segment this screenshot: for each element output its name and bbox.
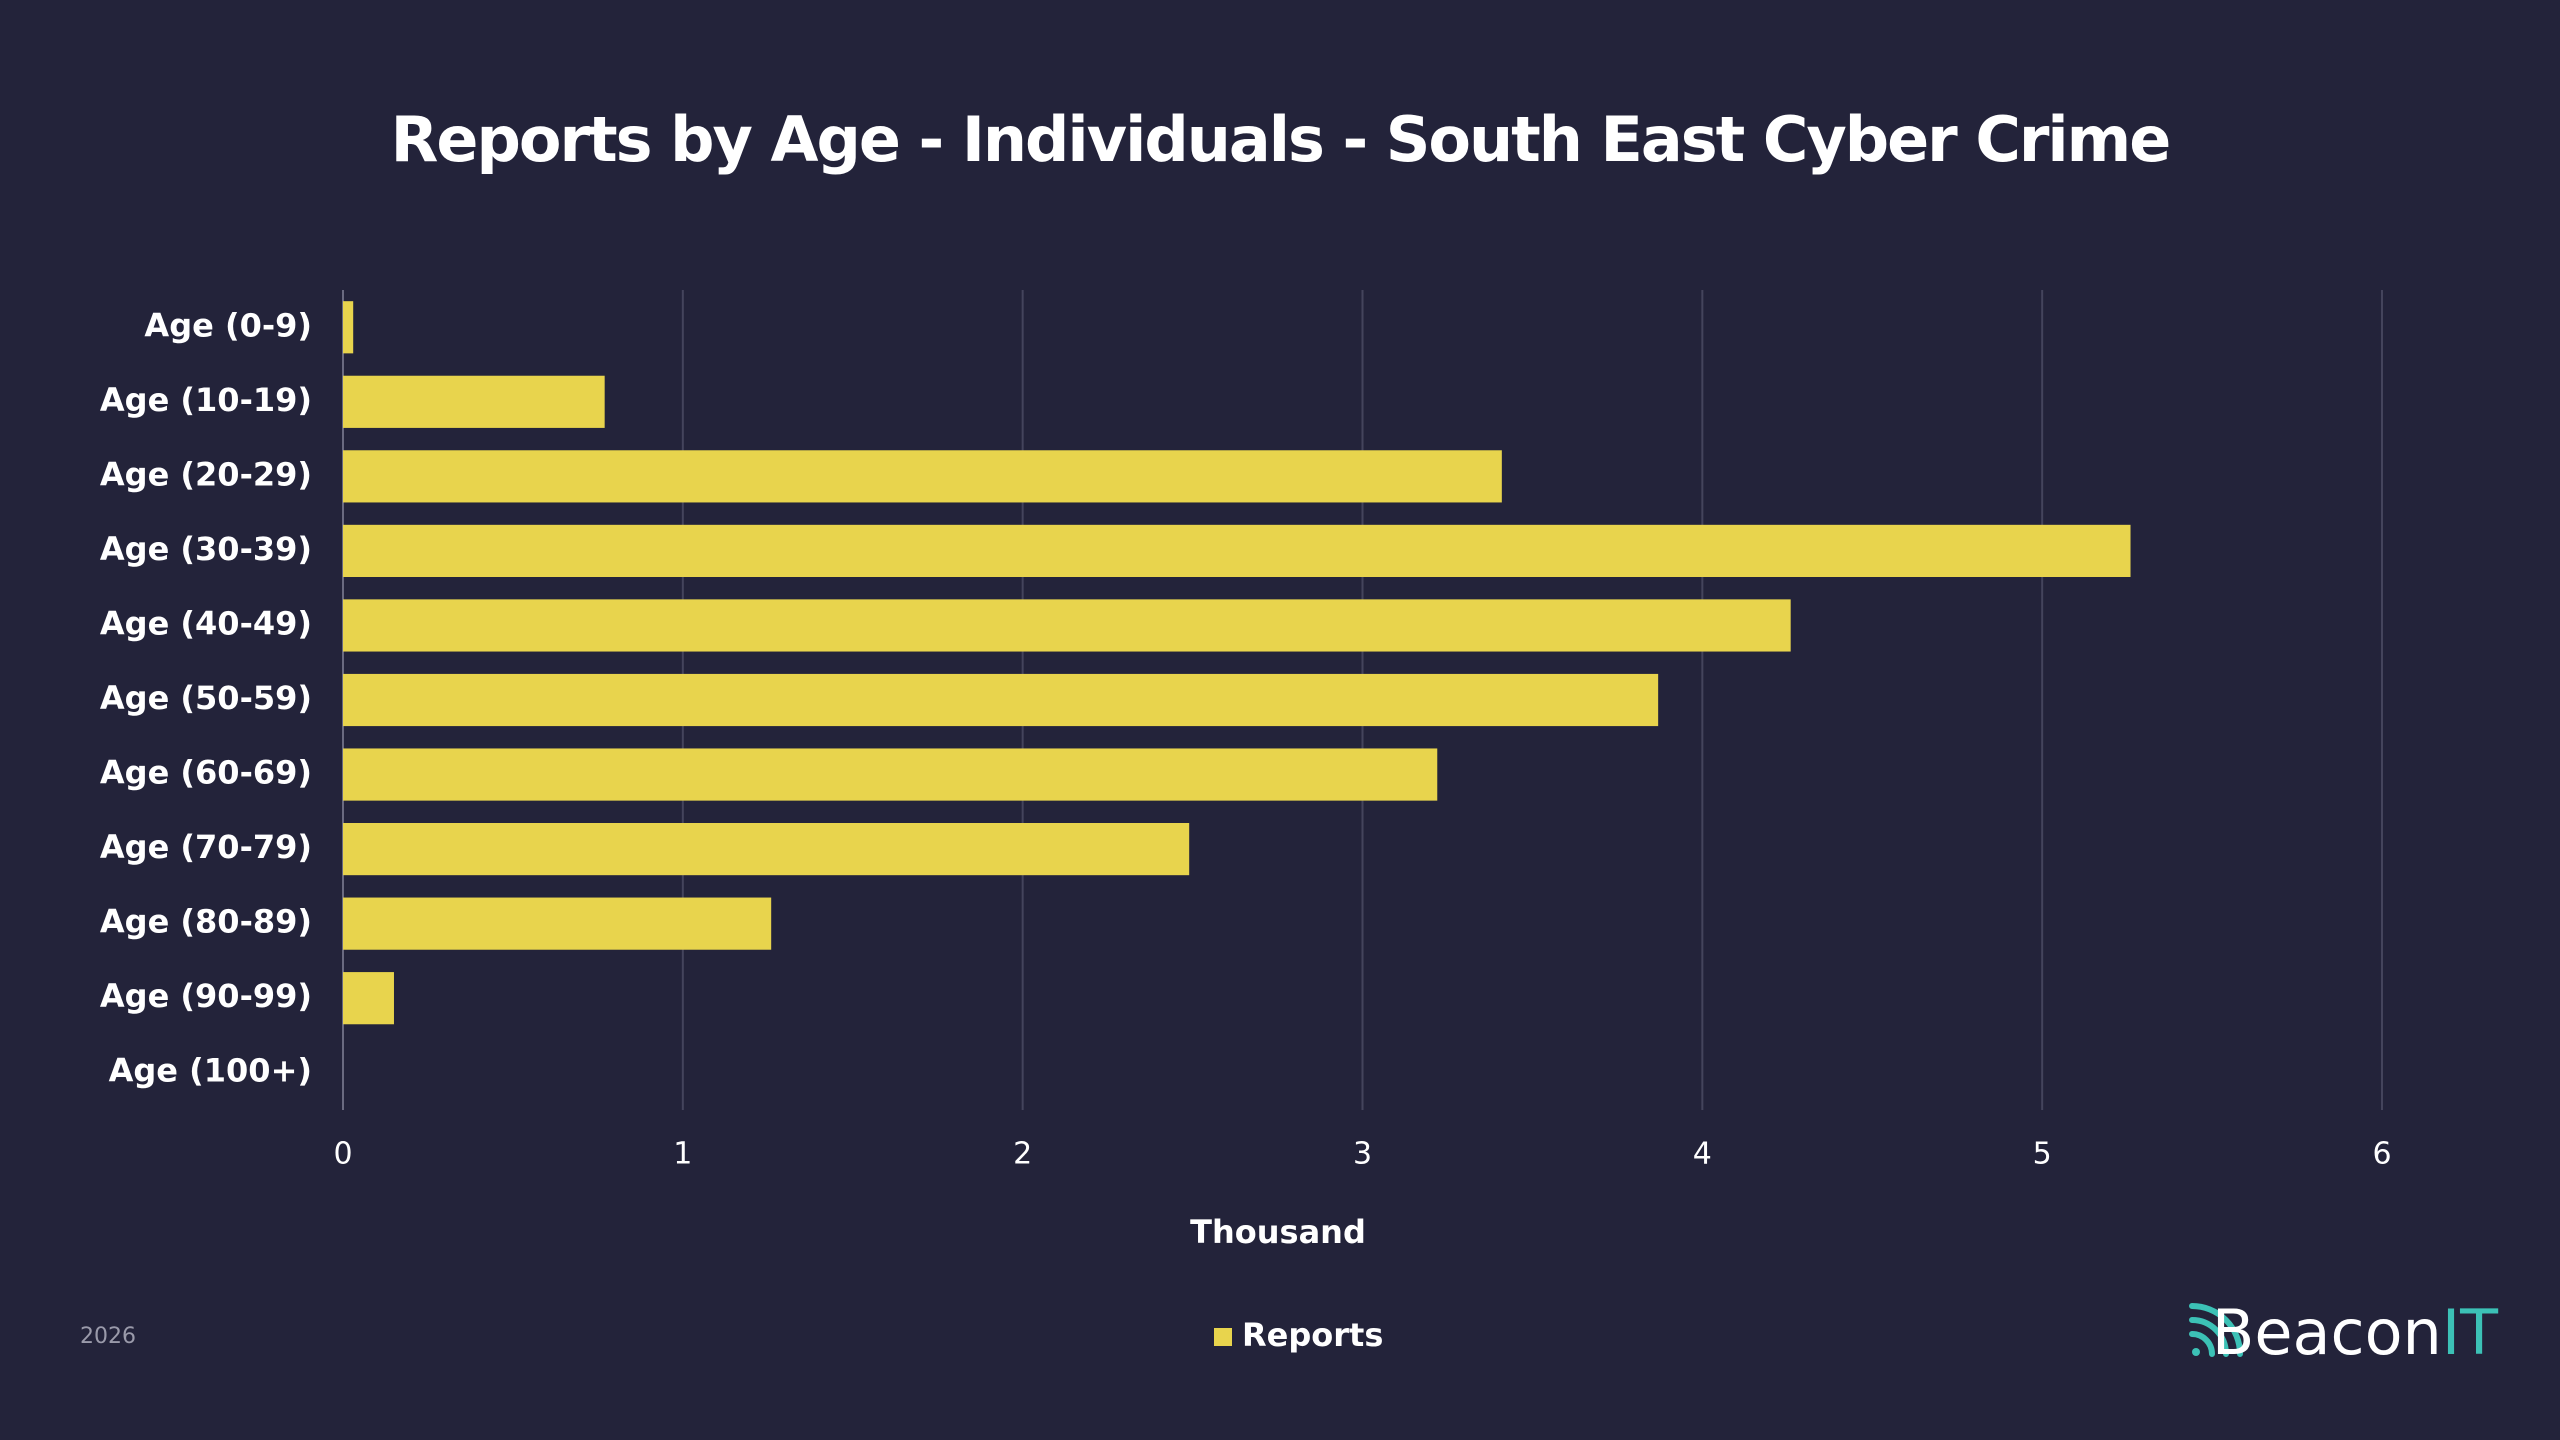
bar [343, 972, 394, 1025]
x-tick-label: 6 [2372, 1137, 2391, 1172]
logo: BeaconIT [2189, 1296, 2499, 1369]
legend-swatch [1214, 1328, 1232, 1346]
y-tick-label: Age (80-89) [100, 903, 312, 941]
bar [343, 599, 1791, 652]
bar [343, 823, 1190, 876]
x-tick-label: 5 [2033, 1137, 2052, 1172]
chart-title: Reports by Age - Individuals - South Eas… [391, 103, 2170, 176]
x-tick-label: 1 [673, 1137, 692, 1172]
y-tick-label: Age (40-49) [100, 604, 312, 642]
bar [343, 524, 2131, 577]
y-tick-label: Age (50-59) [100, 679, 312, 717]
x-tick-label: 0 [333, 1137, 352, 1172]
y-tick-label: Age (0-9) [144, 306, 312, 344]
bar [343, 748, 1438, 801]
x-tick-label: 4 [1693, 1137, 1712, 1172]
logo-accent: IT [2442, 1296, 2499, 1369]
logo-main: Beacon [2212, 1296, 2442, 1369]
y-tick-label: Age (30-39) [100, 530, 312, 568]
x-axis-label: Thousand [1190, 1213, 1366, 1251]
logo-icon [2189, 1303, 2243, 1357]
bar [343, 673, 1659, 727]
bar [343, 897, 772, 950]
y-tick-label: Age (10-19) [100, 381, 312, 419]
legend-label: Reports [1242, 1316, 1383, 1354]
y-tick-label: Age (90-99) [100, 977, 312, 1015]
bar [343, 301, 354, 354]
footer-year: 2026 [80, 1324, 136, 1349]
x-tick-label: 2 [1013, 1137, 1032, 1172]
y-tick-label: Age (20-29) [100, 455, 312, 493]
x-tick-label: 3 [1353, 1137, 1372, 1172]
bar [343, 375, 605, 428]
y-tick-label: Age (60-69) [100, 754, 312, 792]
y-tick-label: Age (70-79) [100, 828, 312, 866]
bar [343, 450, 1502, 503]
logo-text: BeaconIT [2212, 1296, 2499, 1369]
y-tick-label: Age (100+) [109, 1052, 312, 1090]
